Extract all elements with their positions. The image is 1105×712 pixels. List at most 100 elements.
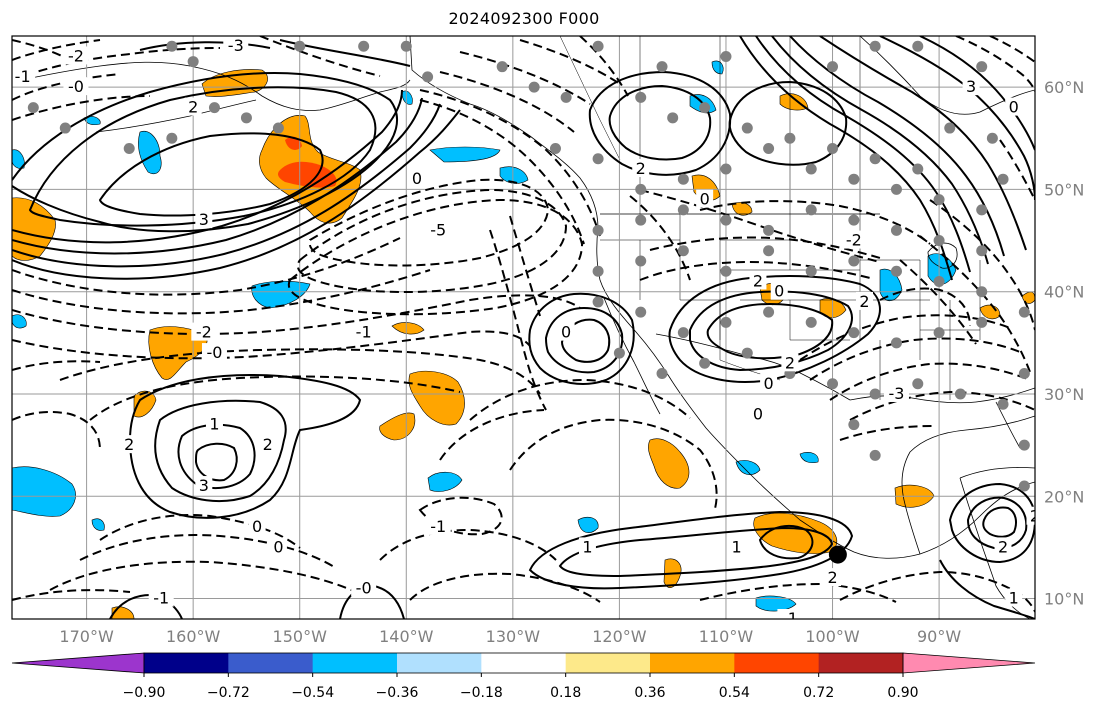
contour-label: -2 (196, 323, 212, 342)
gridlines (12, 36, 1035, 619)
contour-line (758, 524, 814, 560)
station-dot (635, 306, 647, 318)
contour-label: 2 (827, 568, 837, 587)
station-dot (805, 265, 817, 277)
contour-line (839, 425, 935, 441)
station-dot (912, 378, 924, 390)
station-dot (123, 143, 135, 155)
station-dot (720, 214, 732, 226)
colorbar-segment (650, 653, 735, 673)
contour-line (12, 360, 101, 371)
contour-label: 3 (199, 476, 209, 495)
station-dot (635, 183, 647, 195)
contour-label-bg (191, 322, 217, 341)
contour-line (469, 378, 691, 421)
contour-line (989, 36, 1035, 63)
station-dot (890, 337, 902, 349)
station-dot (677, 245, 689, 257)
station-dot (848, 327, 860, 339)
contour-label: 2 (1030, 507, 1040, 526)
contour-label: 0 (273, 537, 283, 556)
blue-region (429, 146, 501, 163)
contour-label-bg (1005, 588, 1023, 607)
contour-line (439, 71, 575, 133)
colorbar-tick-label: −0.54 (291, 685, 334, 701)
station-dot (869, 388, 881, 400)
station-dot (933, 327, 945, 339)
latitude-label: 40°N (1044, 283, 1084, 302)
contour-label: 0 (774, 282, 784, 301)
contour-line (739, 36, 953, 281)
colorbar-tick-label: −0.18 (460, 685, 503, 701)
blue-region (91, 518, 105, 531)
contour-line (154, 399, 287, 502)
contour-label-bg (749, 271, 767, 290)
orange-region (391, 322, 425, 335)
contour-line (296, 188, 568, 294)
contour-line (139, 41, 271, 51)
contour-label: 1 (1009, 589, 1019, 608)
station-dot (912, 40, 924, 52)
station-dot (699, 357, 711, 369)
station-dot (869, 449, 881, 461)
contour-label: 3 (199, 210, 209, 229)
station-dot (592, 224, 604, 236)
station-dot (1018, 306, 1030, 318)
contour-label: -1 (15, 67, 31, 86)
station-dot (869, 40, 881, 52)
colorbar-tick-label: −0.90 (123, 685, 166, 701)
longitude-label: 90°W (917, 627, 961, 646)
contour-line (879, 36, 1035, 201)
station-dot (890, 224, 902, 236)
station-markers (27, 40, 1030, 492)
positive-contours (12, 36, 1035, 619)
station-dot (656, 61, 668, 73)
contour-line (308, 178, 550, 267)
station-dot (272, 122, 284, 134)
blue-region (12, 149, 25, 169)
contour-line (12, 411, 101, 451)
contour-label-bg (578, 537, 596, 556)
station-dot (954, 388, 966, 400)
station-dot (741, 347, 753, 359)
gulf-coast (901, 415, 1035, 555)
contour-label: 2 (263, 435, 273, 454)
contour-label-bg (728, 537, 746, 556)
contour-label: 0 (1009, 98, 1019, 117)
contour-line (999, 139, 1035, 201)
station-dot (763, 224, 775, 236)
contour-label: -3 (228, 36, 244, 55)
cuba-coast (959, 467, 1035, 479)
station-dot (1018, 480, 1030, 492)
contour-label-bg (195, 476, 213, 495)
station-dot (890, 183, 902, 195)
colorbar-extend-high (902, 652, 1036, 674)
contour-label: 3 (966, 77, 976, 96)
contour-label-bg (1026, 506, 1035, 525)
contour-label-bg (148, 588, 174, 607)
latitude-label: 50°N (1044, 180, 1084, 199)
blue-region (735, 460, 761, 475)
contour-line (12, 103, 441, 268)
contour-label-bg (425, 516, 451, 535)
station-dot (400, 40, 412, 52)
contour-line (12, 39, 67, 59)
station-dot (496, 61, 508, 73)
contour-label: 1 (582, 537, 592, 556)
contour-label: 0 (252, 517, 262, 536)
station-dot (741, 122, 753, 134)
contour-line (89, 375, 461, 421)
contour-label: 1 (209, 415, 219, 434)
contour-label: 2 (188, 98, 198, 117)
longitude-label: 110°W (699, 627, 754, 646)
contour-line (12, 47, 221, 81)
contour-label-bg (994, 537, 1012, 556)
blue-region (799, 452, 819, 464)
contour-label-bg (425, 220, 451, 239)
contour-line (588, 70, 732, 176)
latitude-label: 60°N (1044, 78, 1084, 97)
colorbar-segment (565, 653, 651, 673)
contour-label-bg (962, 77, 980, 96)
station-dot (976, 316, 988, 328)
